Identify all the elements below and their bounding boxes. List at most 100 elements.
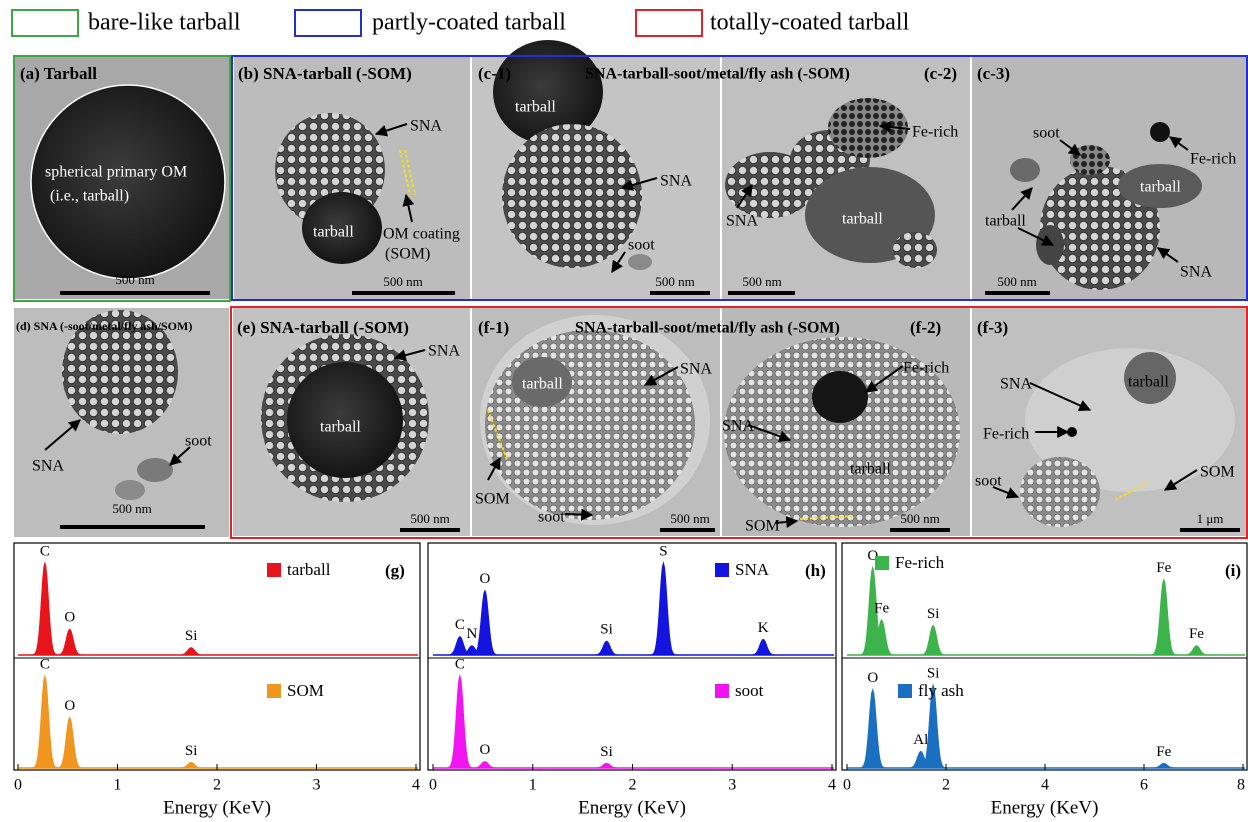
x-tick-label: 0 <box>429 777 437 794</box>
peak-label: K <box>758 620 769 636</box>
panel-label: (d) SNA (-soot/metal/fly ash/SOM) <box>16 319 192 333</box>
arrow <box>1059 139 1081 156</box>
x-tick-label: 0 <box>14 777 22 794</box>
legend-swatch <box>715 684 729 698</box>
annotation: SNA <box>1180 264 1212 281</box>
annotation: Fe-rich <box>912 124 958 141</box>
particle <box>724 337 960 527</box>
peak-label: S <box>659 543 667 559</box>
spectrum-peak <box>919 624 948 656</box>
arrow <box>774 516 799 528</box>
particle <box>1067 427 1077 437</box>
peak-label: C <box>40 543 50 559</box>
arrow <box>402 193 415 223</box>
coating-marker <box>1114 481 1149 501</box>
coating-marker <box>799 515 856 520</box>
peak-label: Al <box>913 732 928 748</box>
panel-label: (c-1) <box>478 64 511 83</box>
annotation: spherical primary OM <box>45 164 187 181</box>
arrow <box>374 123 408 137</box>
annotation: Fe-rich <box>1190 151 1236 168</box>
particle <box>62 310 178 434</box>
class-border <box>231 55 1248 301</box>
arrow <box>620 177 658 191</box>
spectrum-peak <box>55 716 84 769</box>
scale-bar-label: 1 μm <box>1197 511 1224 526</box>
panel-label: (f-1) <box>478 318 509 337</box>
annotation: SOM <box>745 518 780 535</box>
scale-bar-label: 500 nm <box>997 274 1036 289</box>
peak-label: Si <box>927 606 940 622</box>
annotation: SNA <box>1000 376 1032 393</box>
arrow <box>1011 187 1033 211</box>
scale-bar-label: 500 nm <box>383 274 422 289</box>
spectrum-peak <box>30 561 59 656</box>
coating-marker <box>399 149 411 196</box>
particle <box>893 232 937 268</box>
peak-label: Fe <box>1189 626 1204 642</box>
particle <box>812 371 868 423</box>
spectrum-peak <box>749 638 778 656</box>
arrow <box>865 365 904 393</box>
scale-bar-label: 500 nm <box>742 274 781 289</box>
particle <box>115 480 145 500</box>
spectrum-peak <box>177 647 206 656</box>
annotation: SOM <box>475 491 510 508</box>
spectrum-peak <box>55 628 84 656</box>
annotation: OM coating <box>383 226 460 243</box>
coating-marker <box>404 149 416 196</box>
group-title: SNA-tarball-soot/metal/fly ash (-SOM) <box>585 66 850 83</box>
arrow <box>1157 247 1179 263</box>
legend-box <box>294 9 362 37</box>
legend-swatch <box>898 684 912 698</box>
spectrum-peak <box>1149 578 1178 656</box>
legend-swatch <box>715 563 729 577</box>
annotation: soot <box>185 433 212 450</box>
spectrum-peak <box>30 674 59 769</box>
arrow <box>1163 469 1198 491</box>
annotation: tarball <box>320 419 361 436</box>
spectrum-peak <box>919 683 948 769</box>
panel-label: (c-3) <box>977 64 1010 83</box>
particle <box>628 254 652 270</box>
x-tick-label: 2 <box>629 777 637 794</box>
particle <box>512 357 572 407</box>
class-border <box>230 306 1248 539</box>
annotation: SNA <box>410 118 442 135</box>
panel-label: (f-2) <box>910 318 941 337</box>
peak-label: Si <box>927 666 940 682</box>
peak-label: O <box>479 571 490 587</box>
scale-bar-label: 500 nm <box>670 511 709 526</box>
x-tick-label: 2 <box>213 777 221 794</box>
annotation: SNA <box>722 418 754 435</box>
spectrum-label: (g) <box>385 561 405 580</box>
annotation: tarball <box>850 461 891 478</box>
arrow <box>992 486 1020 499</box>
legend-label: fly ash <box>918 681 964 700</box>
annotation: Fe-rich <box>983 426 1029 443</box>
annotation: SOM <box>1200 464 1235 481</box>
spectrum-peak <box>177 761 206 769</box>
peak-label: Si <box>185 628 198 644</box>
spectrum-frame <box>841 542 1248 771</box>
legend-label: totally-coated tarball <box>710 10 910 36</box>
legend-swatch <box>875 556 889 570</box>
particle <box>493 40 603 144</box>
peak-label: Fe <box>874 600 889 616</box>
arrow <box>736 183 753 209</box>
peak-label: O <box>867 670 878 686</box>
legend-swatch <box>267 563 281 577</box>
annotation: soot <box>538 509 565 526</box>
annotation: SNA <box>726 213 758 230</box>
x-tick-label: 0 <box>843 777 851 794</box>
arrow <box>393 349 426 362</box>
group-title: SNA-tarball-soot/metal/fly ash (-SOM) <box>575 320 840 337</box>
x-tick-label: 1 <box>114 777 122 794</box>
arrow <box>487 456 501 481</box>
annotation: soot <box>628 237 655 254</box>
particle <box>828 98 908 158</box>
arrow <box>169 446 191 466</box>
spectrum-peak <box>592 640 621 656</box>
legend-box <box>635 9 703 37</box>
